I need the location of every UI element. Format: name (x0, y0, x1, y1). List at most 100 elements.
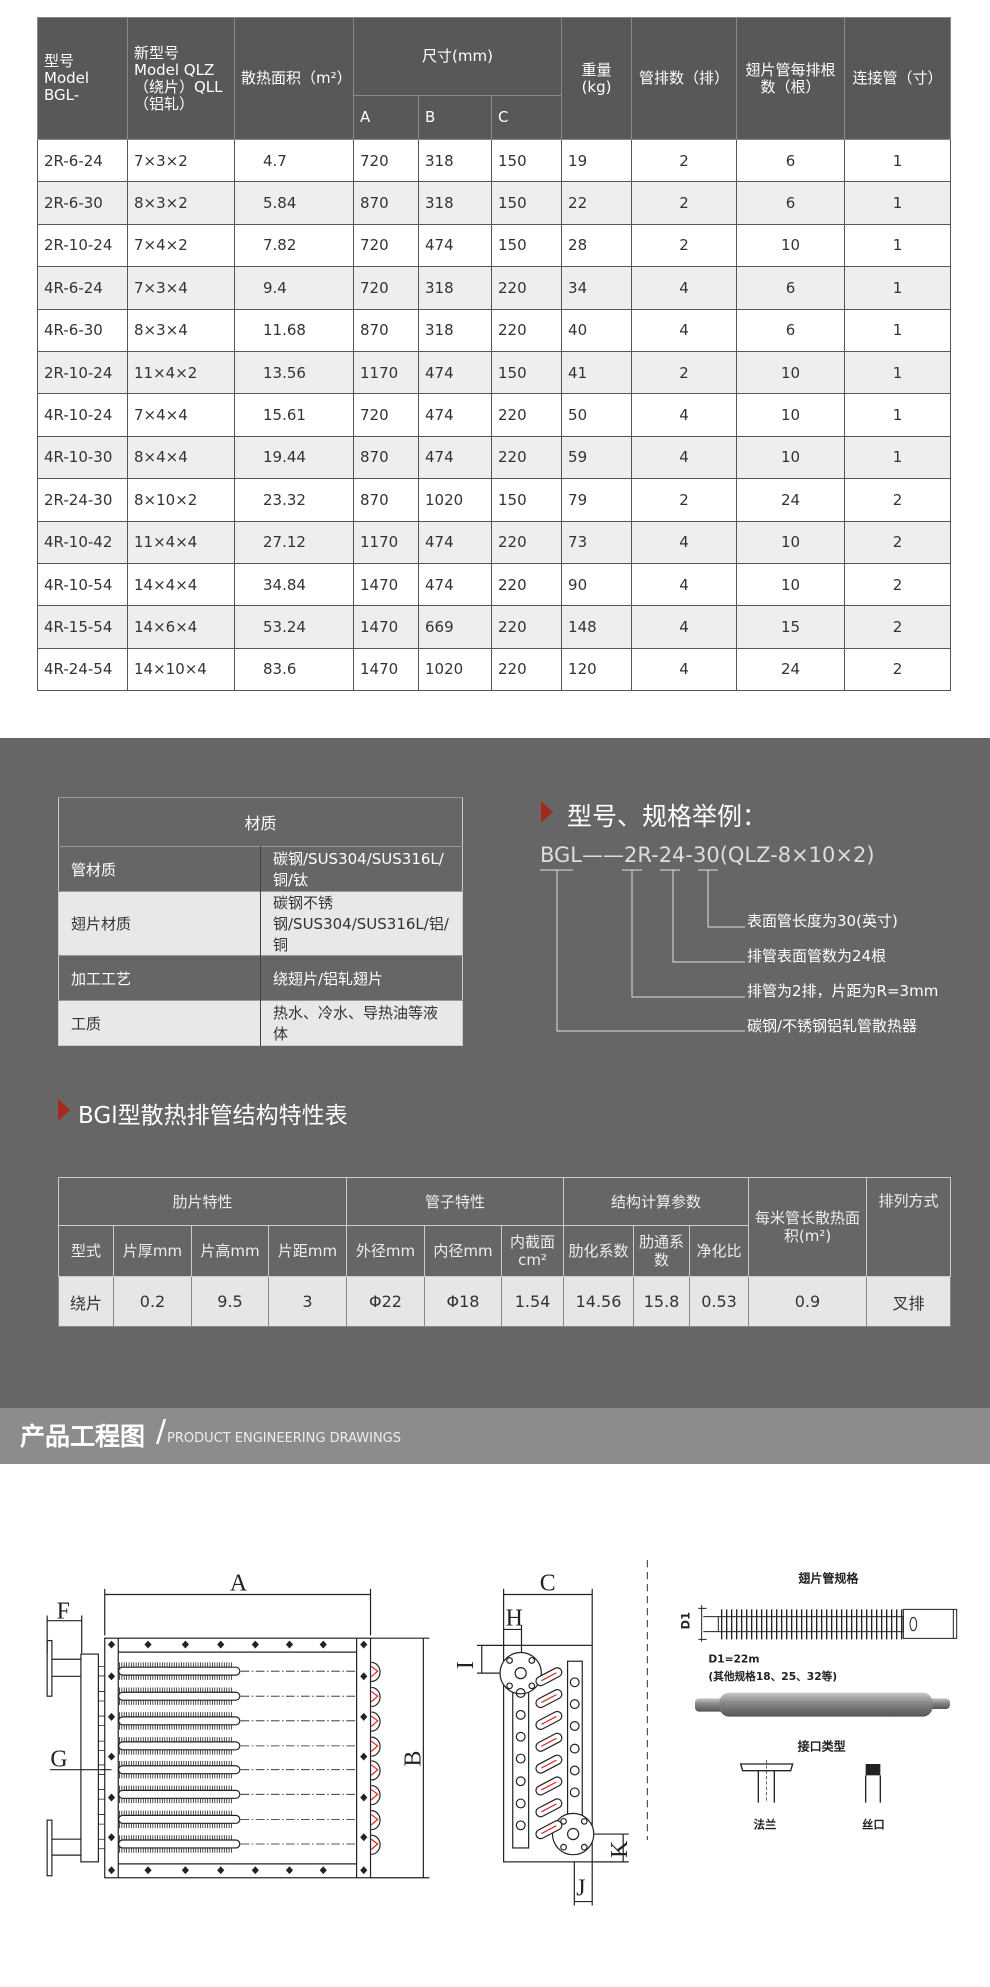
table-cell: 11.68 (234, 308, 354, 352)
example-note: 表面管长度为30(英寸) (747, 912, 898, 930)
table-cell: 2R-24-30 (37, 478, 128, 522)
table-cell: 474 (418, 435, 492, 480)
flange-bolt (528, 1682, 536, 1690)
triangle-marker-icon (58, 1099, 70, 1121)
u-bend-inner (370, 1789, 379, 1801)
table-cell: 870 (353, 308, 419, 352)
structure-value: Φ22 (346, 1276, 426, 1327)
flange-bolt (580, 1817, 588, 1825)
table-row: 4R-6-30 8×3×4 11.68 870 318 220 40 4 6 1 (37, 308, 952, 352)
bolt-icon (217, 1640, 225, 1649)
table-cell: 14×4×4 (127, 562, 235, 607)
bolt-icon (251, 1640, 259, 1649)
diagonal-tube-core (541, 1694, 557, 1704)
dim-label-a: A (230, 1571, 248, 1597)
dim-label-i: I (453, 1661, 479, 1669)
table-cell: 14×10×4 (127, 647, 235, 692)
table-cell: 9.4 (234, 266, 354, 310)
table-row: 4R-6-24 7×3×4 9.4 720 318 220 34 4 6 1 (37, 266, 952, 310)
u-bend (371, 1736, 381, 1757)
flange-bolt (506, 1657, 513, 1664)
table-cell: 474 (418, 223, 492, 268)
table-cell: 1 (844, 223, 952, 268)
thread-label: 丝口 (862, 1817, 885, 1831)
table-cell: 2R-10-24 (37, 223, 128, 268)
table-cell: 220 (490, 266, 563, 310)
u-bend-inner (370, 1764, 379, 1776)
tube-hole (569, 1721, 580, 1731)
banner-subtitle: PRODUCT ENGINEERING DRAWINGS (167, 1431, 402, 1446)
dim-label-k: K (607, 1841, 633, 1858)
table-cell: 4 (631, 605, 738, 649)
flange-icon (739, 1760, 794, 1803)
table-cell: 2 (631, 223, 738, 268)
tube-hole (515, 1731, 526, 1742)
tube-hole (515, 1820, 526, 1831)
table-cell: 1020 (418, 478, 492, 522)
bolt-icon (360, 1640, 368, 1649)
tube-end (695, 1698, 725, 1712)
finned-tube (118, 1789, 241, 1799)
structure-col: 外径mm (346, 1225, 426, 1277)
material-key: 工质 (58, 1000, 261, 1046)
table-cell: 150 (490, 223, 563, 268)
table-cell: 669 (418, 605, 492, 649)
u-bend-inner (370, 1838, 379, 1850)
d1-label: D1 (678, 1612, 692, 1629)
table-cell: 83.6 (234, 647, 354, 692)
structure-col: 肋化系数 (563, 1225, 635, 1277)
table-cell: 23.32 (234, 478, 354, 522)
bolt-icon (360, 1752, 368, 1761)
table-cell: 8×3×2 (127, 181, 235, 225)
bolt-icon (360, 1712, 368, 1721)
table-cell: 2 (631, 350, 738, 395)
structure-col: 片距mm (267, 1225, 348, 1277)
group-arrangement: 排列方式 (866, 1177, 952, 1277)
dim-label-j: J (576, 1876, 585, 1902)
header-stub (98, 1740, 105, 1752)
table-cell: 8×3×4 (127, 308, 235, 352)
table-cell: 10 (736, 520, 846, 564)
table-cell: 720 (353, 266, 419, 310)
table-cell: 2 (844, 562, 952, 607)
table-cell: 4R-10-54 (37, 562, 128, 607)
table-cell: 220 (490, 647, 563, 692)
d1-value: D1=22m (708, 1653, 759, 1666)
bolt-icon (144, 1640, 152, 1649)
table-cell: 90 (561, 562, 633, 607)
material-key: 加工工艺 (58, 955, 261, 1001)
structure-value: 15.8 (633, 1276, 691, 1327)
u-bend (371, 1661, 381, 1683)
col-conn: 连接管（寸） (844, 17, 952, 140)
table-cell: 4R-10-30 (37, 435, 128, 480)
table-cell: 318 (418, 181, 492, 225)
table-cell: 7×4×4 (127, 393, 235, 437)
finned-tube (118, 1814, 241, 1824)
dim-label-b: B (401, 1751, 427, 1767)
flange-bolt (528, 1657, 536, 1664)
material-value: 绕翅片/铝轧翅片 (260, 955, 463, 1001)
table-cell: 4R-10-42 (37, 520, 128, 564)
table-cell: 41 (561, 350, 633, 395)
structure-table: 肋片特性 管子特性 结构计算参数 每米管长散热面积(m²) 排列方式 型式 片厚m… (57, 1177, 952, 1327)
structure-col: 片高mm (191, 1225, 269, 1277)
table-cell: 4R-10-24 (37, 393, 128, 437)
table-cell: 50 (561, 393, 633, 437)
tube-hole (515, 1709, 526, 1720)
table-cell: 474 (418, 393, 492, 437)
bolt-icon (107, 1640, 116, 1649)
diagonal-tube-core (541, 1803, 557, 1813)
structure-col: 内截面cm² (501, 1225, 565, 1277)
banner-title: 产品工程图 (20, 1422, 146, 1451)
table-cell: 28 (561, 223, 633, 268)
diagonal-tube-core (541, 1715, 557, 1725)
bolt-icon (107, 1833, 116, 1842)
table-cell: 7.82 (234, 223, 354, 268)
table-cell: 150 (490, 138, 563, 183)
u-bend (371, 1810, 381, 1831)
bolt-icon (107, 1793, 116, 1802)
structure-value: 0.2 (113, 1276, 192, 1327)
dim-label-h: H (506, 1605, 523, 1631)
table-cell: 10 (736, 350, 846, 395)
col-model: 型号 Model BGL- (37, 17, 128, 140)
